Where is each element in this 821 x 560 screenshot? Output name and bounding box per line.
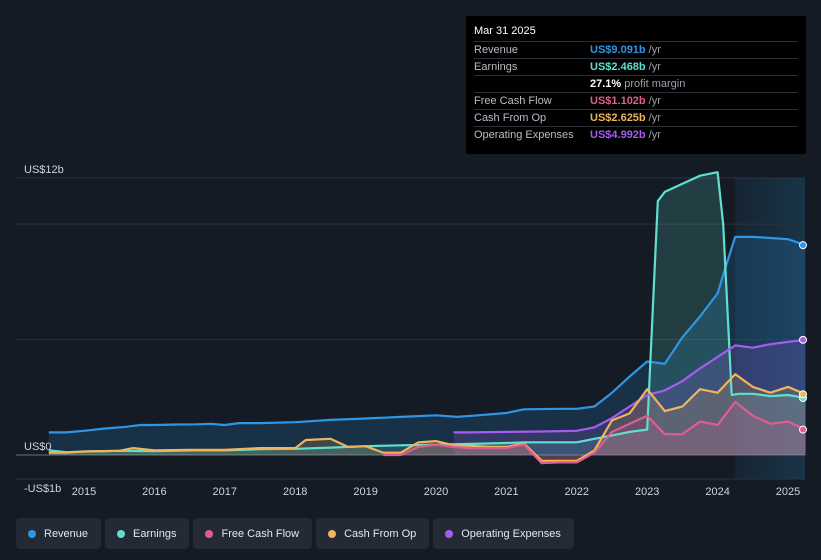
x-tick-label: 2023	[635, 486, 659, 498]
tooltip-row-unit: /yr	[648, 129, 661, 141]
tooltip-row-label: Revenue	[474, 44, 519, 56]
legend-label: Revenue	[44, 527, 89, 540]
tooltip-row-unit: /yr	[648, 95, 661, 107]
tooltip-row: Earnings US$2.468b/yr	[474, 58, 798, 75]
tooltip-row-value: US$4.992b	[590, 129, 646, 141]
x-tick-label: 2016	[142, 486, 166, 498]
legend-dot-icon	[328, 529, 337, 538]
revenue-area	[48, 236, 806, 455]
end-markers	[799, 241, 807, 434]
legend-label: Free Cash Flow	[221, 527, 300, 540]
tooltip-row: Operating Expenses US$4.992b/yr	[474, 126, 798, 143]
legend-item-operating-expenses[interactable]: Operating Expenses	[433, 518, 574, 549]
tooltip-rows: Revenue US$9.091b/yr Earnings US$2.468b/yr 2…	[474, 41, 798, 143]
tooltip-row-value: 27.1%	[590, 78, 622, 90]
legend-dot-icon	[117, 529, 126, 538]
forecast-highlight-band	[735, 178, 805, 479]
free-cash-flow-line	[383, 400, 807, 465]
tooltip-date: Mar 31 2025	[474, 25, 536, 37]
x-tick-label: 2020	[424, 486, 448, 498]
legend-label: Cash From Op	[344, 527, 417, 540]
legend-label: Operating Expenses	[461, 527, 561, 540]
y-axis-labels: US$12b US$0 -US$1b	[24, 164, 64, 495]
x-tick-label: 2024	[705, 486, 729, 498]
grid-lines	[16, 177, 805, 480]
tooltip-row-unit: profit margin	[624, 78, 686, 90]
y-tick-label: -US$1b	[24, 483, 61, 495]
legend-dot-icon	[205, 529, 214, 538]
x-tick-label: 2015	[72, 486, 96, 498]
tooltip-row-label: Earnings	[474, 61, 518, 73]
legend-item-revenue[interactable]: Revenue	[16, 518, 102, 549]
tooltip-row-label: Operating Expenses	[474, 129, 574, 141]
operating-expenses-line	[453, 338, 806, 434]
revenue-line	[48, 235, 806, 434]
free-cash-flow-end-marker	[799, 425, 807, 434]
x-axis-labels: 2015 2016 2017 2018 2019 2020 2021 2022 2023 2024…	[72, 486, 800, 498]
tooltip-row: Revenue US$9.091b/yr	[474, 41, 798, 58]
cash-from-op-end-marker	[799, 390, 807, 399]
x-tick-label: 2018	[283, 486, 307, 498]
tooltip-row-unit: /yr	[648, 44, 661, 56]
y-tick-label: US$0	[24, 441, 52, 453]
tooltip-row-value: US$9.091b	[590, 44, 646, 56]
x-tick-label: 2025	[776, 486, 800, 498]
tooltip-row: 27.1% profit margin	[474, 75, 798, 92]
free-cash-flow-area	[383, 401, 806, 464]
tooltip-row-label: Free Cash Flow	[474, 95, 552, 107]
tooltip-panel: Mar 31 2025 Revenue US$9.091b/yr Earnings U…	[466, 16, 806, 154]
series-areas	[48, 172, 806, 464]
tooltip-row-value: US$1.102b	[590, 95, 646, 107]
x-tick-label: 2021	[494, 486, 518, 498]
legend: Revenue Earnings Free Cash Flow Cash From O…	[16, 518, 574, 549]
operating-expenses-end-marker	[799, 335, 807, 344]
x-tick-label: 2019	[353, 486, 377, 498]
x-tick-label: 2017	[213, 486, 237, 498]
legend-dot-icon	[445, 529, 454, 538]
y-tick-label: US$12b	[24, 164, 64, 176]
operating-expenses-area	[453, 339, 806, 455]
legend-item-cash-from-op[interactable]: Cash From Op	[316, 518, 430, 549]
earnings-area	[48, 172, 806, 455]
tooltip-row-label: Cash From Op	[474, 112, 547, 124]
legend-item-free-cash-flow[interactable]: Free Cash Flow	[193, 518, 313, 549]
legend-item-earnings[interactable]: Earnings	[105, 518, 190, 549]
tooltip-row: Free Cash Flow US$1.102b/yr	[474, 92, 798, 109]
legend-label: Earnings	[133, 527, 177, 540]
cash-from-op-line	[48, 373, 807, 462]
x-tick-label: 2022	[565, 486, 589, 498]
revenue-end-marker	[799, 241, 807, 250]
cash-from-op-area	[48, 374, 806, 461]
tooltip-row-unit: /yr	[648, 112, 661, 124]
tooltip-row-unit: /yr	[648, 61, 661, 73]
tooltip-row-value: US$2.625b	[590, 112, 646, 124]
series-lines	[48, 171, 807, 465]
tooltip-row: Cash From Op US$2.625b/yr	[474, 109, 798, 126]
legend-dot-icon	[28, 529, 36, 538]
tooltip-row-value: US$2.468b	[590, 61, 646, 73]
